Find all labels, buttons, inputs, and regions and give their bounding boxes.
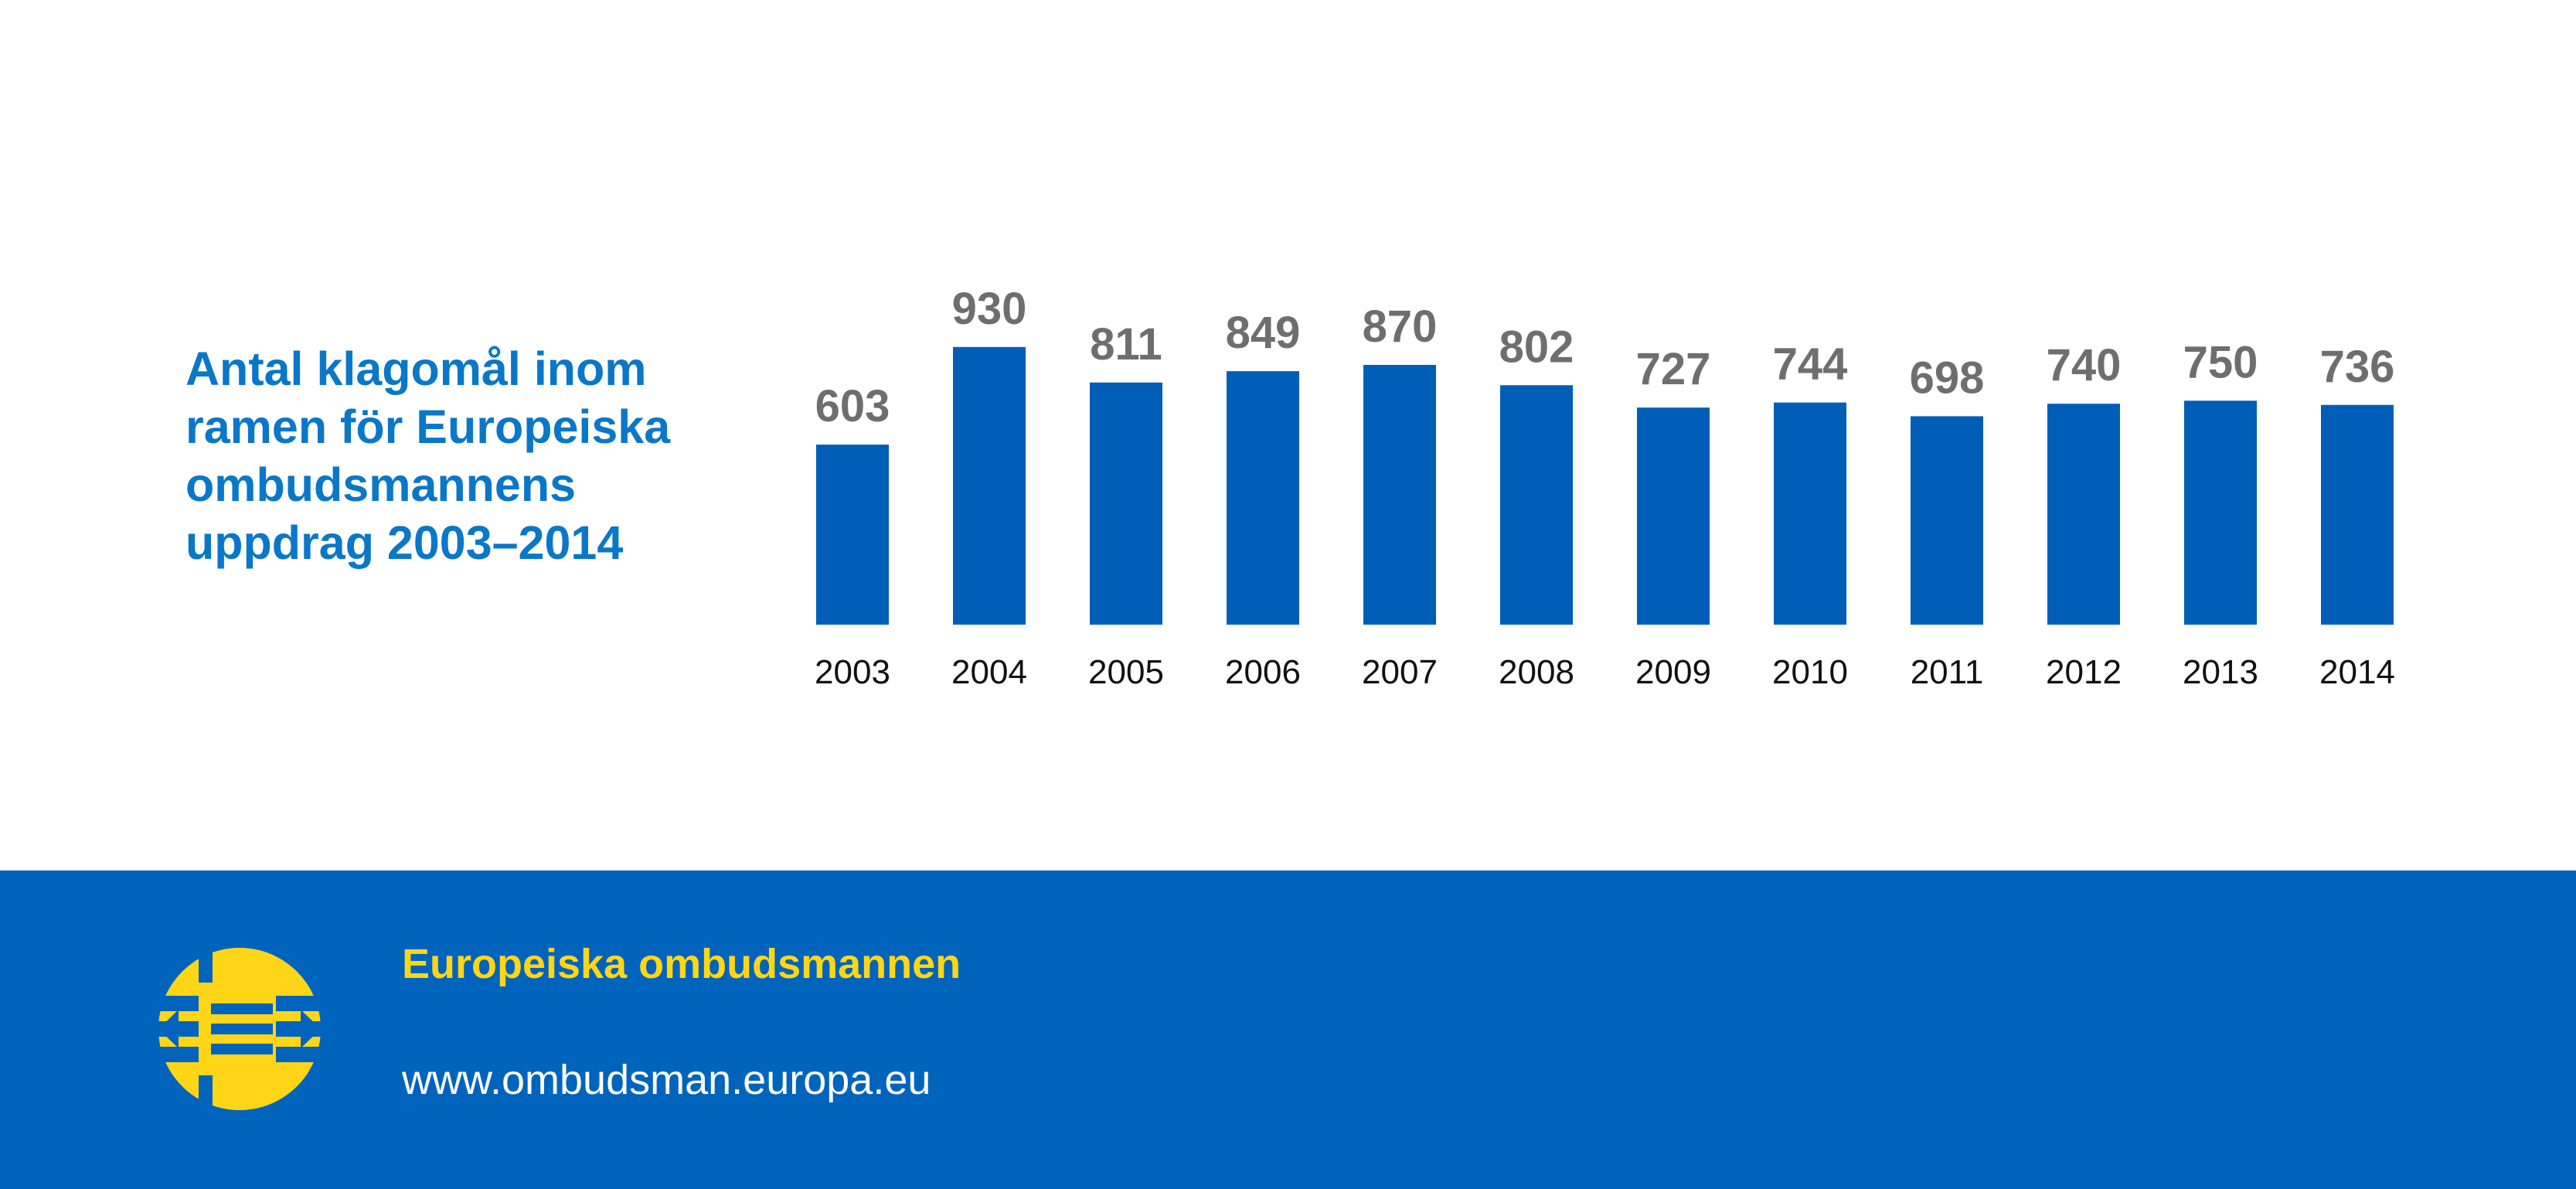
- value-label-2011: 698: [1910, 353, 1985, 403]
- bar-2011: [1911, 416, 1983, 625]
- value-label-2005: 811: [1090, 319, 1162, 370]
- x-tick-label-2010: 2010: [1772, 653, 1848, 691]
- x-tick-label-2004: 2004: [951, 653, 1027, 691]
- bars-group: [816, 346, 2394, 625]
- european-ombudsman-logo-icon: [158, 948, 321, 1110]
- x-tick-label-2008: 2008: [1499, 653, 1574, 691]
- bar-2013: [2184, 400, 2257, 625]
- x-tick-label-2006: 2006: [1225, 653, 1301, 691]
- bar-2008: [1500, 385, 1573, 625]
- bar-2010: [1774, 402, 1846, 625]
- value-label-2004: 930: [952, 284, 1027, 334]
- value-labels-group: 603 930 811 849 870 802 727 744 698 740 750 736: [815, 284, 2395, 431]
- footer-banner: Europeiska ombudsmannen www.ombudsman.eu…: [0, 870, 2576, 1189]
- bar-2007: [1363, 365, 1436, 625]
- value-label-2006: 849: [1226, 308, 1301, 358]
- bar-2004: [953, 346, 1026, 625]
- organization-url[interactable]: www.ombudsman.europa.eu: [402, 1057, 931, 1103]
- bar-2012: [2047, 404, 2120, 625]
- value-label-2008: 802: [1499, 322, 1574, 372]
- bar-2005: [1090, 382, 1162, 625]
- value-label-2012: 740: [2047, 340, 2122, 390]
- x-axis-tick-labels: 2003 2004 2005 2006 2007 2008 2009 2010 2011 2012…: [815, 653, 2395, 691]
- organization-name: Europeiska ombudsmannen: [402, 941, 961, 987]
- bar-2003: [816, 445, 889, 625]
- value-label-2003: 603: [815, 381, 890, 431]
- x-tick-label-2009: 2009: [1635, 653, 1711, 691]
- value-label-2014: 736: [2320, 342, 2395, 392]
- value-label-2010: 744: [1773, 339, 1848, 390]
- bar-chart: 603 930 811 849 870 802 727 744 698 740 750 736 200…: [815, 284, 2395, 691]
- x-tick-label-2013: 2013: [2183, 653, 2258, 691]
- x-tick-label-2014: 2014: [2319, 653, 2395, 691]
- x-tick-label-2003: 2003: [815, 653, 890, 691]
- value-label-2009: 727: [1636, 344, 1711, 394]
- x-tick-label-2011: 2011: [1911, 653, 1984, 691]
- chart-title: Antal klagomål inom ramen för Europeiska…: [185, 342, 671, 569]
- value-label-2013: 750: [2183, 337, 2258, 387]
- x-tick-label-2007: 2007: [1362, 653, 1438, 691]
- value-label-2007: 870: [1363, 302, 1438, 352]
- bar-2006: [1227, 371, 1299, 625]
- bar-2009: [1637, 407, 1710, 625]
- bar-2014: [2321, 404, 2394, 625]
- x-tick-label-2005: 2005: [1088, 653, 1164, 691]
- x-tick-label-2012: 2012: [2046, 653, 2122, 691]
